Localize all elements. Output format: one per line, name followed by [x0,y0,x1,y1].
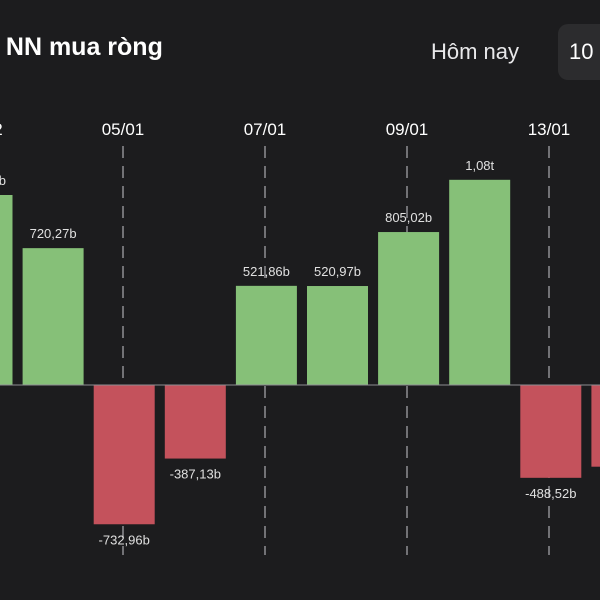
negative-bar [520,385,582,478]
bar-data-label: 720,27b [30,226,77,241]
x-tick-label: 09/01 [386,120,429,139]
negative-bar [93,385,155,525]
bar-data-label: b [0,173,6,188]
bar-data-label: 805,02b [385,210,432,225]
positive-bar [235,285,297,385]
x-tick-label: 07/01 [244,120,287,139]
time-range-button[interactable]: 10 [558,24,600,80]
bar-data-label: 520,97b [314,264,361,279]
time-range-label[interactable]: Hôm nay [431,39,520,64]
x-tick-label: 2 [0,120,3,139]
bar-data-label: 1,08t [465,158,494,173]
positive-bar [449,179,511,385]
bar-data-label: -387,13b [170,467,221,482]
chart-title: ị NN mua ròng [0,33,163,61]
bar-data-label: -488,52b [525,486,576,501]
bar-data-label: 521,86b [243,264,290,279]
x-tick-label: 13/01 [528,120,571,139]
time-range-button-label: 10 [569,39,594,64]
negative-bar [164,385,226,459]
positive-bar [22,248,84,385]
positive-bar [378,232,440,385]
x-tick-label: 05/01 [102,120,145,139]
positive-bar [0,195,13,385]
chart-header: ị NN mua ròng Hôm nay 10 [0,0,600,104]
positive-bar [307,286,368,385]
bar-data-label: -732,96b [99,532,150,547]
negative-bar [591,385,600,467]
